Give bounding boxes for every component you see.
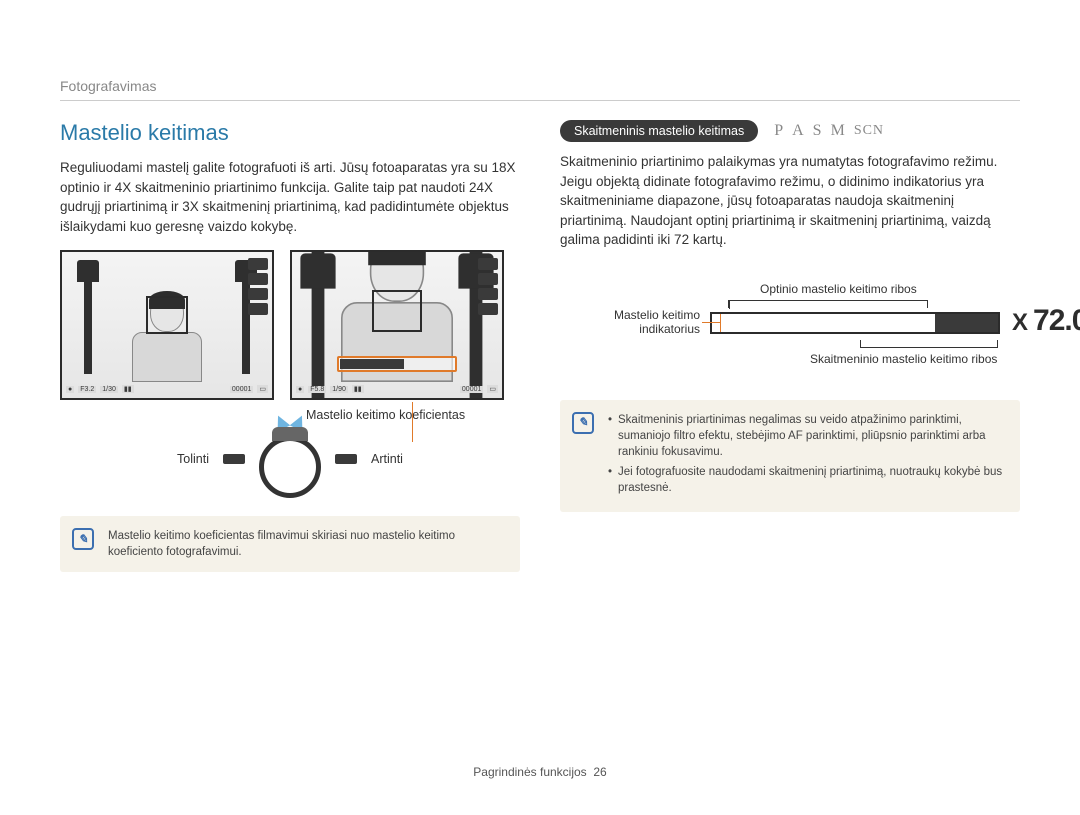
- zoom-bar-overlay: [337, 356, 457, 372]
- camera-preview-zoomed: ●F5.81/90▮▮00001▭: [290, 250, 504, 400]
- note-item: Jei fotografuosite naudodami skaitmeninį…: [608, 464, 1006, 496]
- callout-line: [412, 402, 413, 442]
- mode-m: M: [831, 122, 846, 140]
- af-frame-icon: [146, 296, 188, 334]
- digital-range-label: Skaitmeninio mastelio keitimo ribos: [810, 352, 997, 366]
- zoom-coefficient-caption: Mastelio keitimo koeficientas: [306, 408, 506, 422]
- zoom-range-bar: [710, 312, 1000, 334]
- zoom-out-icon: [223, 454, 245, 464]
- mode-s: S: [813, 122, 823, 140]
- optical-range-label: Optinio mastelio keitimo ribos: [760, 282, 917, 296]
- note-text: Mastelio keitimo koeficientas filmavimui…: [108, 530, 455, 558]
- zoom-out-label: Tolinti: [177, 452, 209, 466]
- note-box-left: ✎ Mastelio keitimo koeficientas filmavim…: [60, 516, 520, 572]
- zoom-indicator-label: Mastelio keitimo indikatorius: [600, 308, 700, 337]
- max-zoom-value: X72.0: [1012, 304, 1080, 338]
- zoom-dial-diagram: Tolinti Artinti: [60, 436, 520, 498]
- page-title: Mastelio keitimas: [60, 120, 520, 146]
- mode-p: P: [774, 122, 784, 140]
- note-box-right: ✎ Skaitmeninis priartinimas negalimas su…: [560, 400, 1020, 512]
- note-icon: ✎: [572, 412, 594, 434]
- zoom-in-label: Artinti: [371, 452, 403, 466]
- screenshot-row: ●F3.21/30▮▮00001▭ ●F5.81/90▮▮00001▭: [60, 250, 520, 400]
- note-icon: ✎: [72, 528, 94, 550]
- zoom-range-diagram: Optinio mastelio keitimo ribos Mastelio …: [560, 264, 1020, 384]
- mode-a: A: [792, 122, 805, 140]
- intro-paragraph: Reguliuodami mastelį galite fotografuoti…: [60, 158, 520, 236]
- mode-indicator: P A S M SCN: [774, 122, 884, 140]
- section-pill: Skaitmeninis mastelio keitimas: [560, 120, 758, 142]
- breadcrumb: Fotografavimas: [60, 78, 1020, 101]
- mode-scn: SCN: [854, 123, 884, 139]
- af-frame-icon: [372, 290, 422, 332]
- digital-zoom-paragraph: Skaitmeninio priartinimo palaikymas yra …: [560, 152, 1020, 250]
- camera-preview-wide: ●F3.21/30▮▮00001▭: [60, 250, 274, 400]
- page-footer: Pagrindinės funkcijos 26: [0, 765, 1080, 779]
- zoom-dial-icon: [259, 436, 321, 498]
- footer-section: Pagrindinės funkcijos: [473, 765, 586, 779]
- footer-page: 26: [593, 765, 606, 779]
- zoom-in-icon: [335, 454, 357, 464]
- note-item: Skaitmeninis priartinimas negalimas su v…: [608, 412, 1006, 460]
